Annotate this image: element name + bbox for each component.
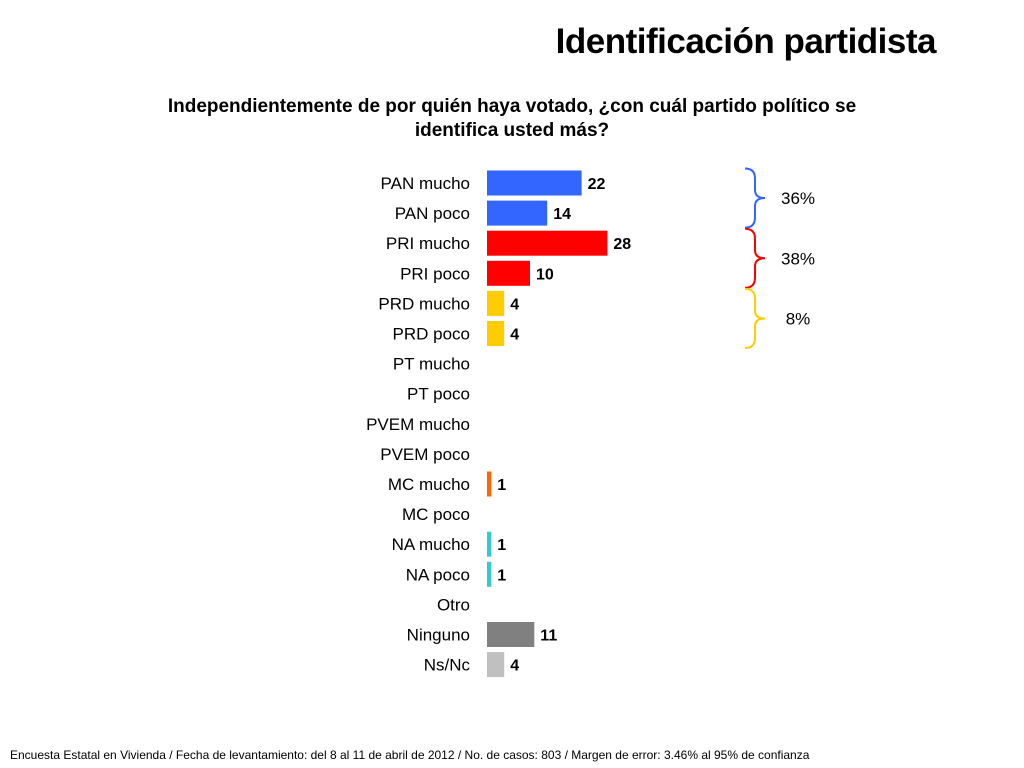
category-label: PAN poco xyxy=(395,204,470,223)
survey-question: Independientemente de por quién haya vot… xyxy=(167,96,857,141)
category-label: NA mucho xyxy=(392,535,470,554)
page-title: Identificación partidista xyxy=(555,22,937,61)
group-brace xyxy=(744,287,766,349)
value-label: 28 xyxy=(613,236,631,253)
bar xyxy=(487,471,492,497)
category-label: Ns/Nc xyxy=(424,656,471,675)
category-label: PRI mucho xyxy=(386,234,470,253)
footer-note: Encuesta Estatal en Vivienda / Fecha de … xyxy=(10,748,810,762)
bar xyxy=(487,561,492,587)
category-label: NA poco xyxy=(406,565,470,584)
bar xyxy=(487,230,608,256)
bar xyxy=(487,652,505,678)
group-total-label: 38% xyxy=(781,249,815,268)
category-label: PRD poco xyxy=(393,325,470,344)
value-label: 10 xyxy=(536,266,554,283)
category-label: PVEM mucho xyxy=(366,415,470,434)
value-label: 1 xyxy=(497,477,506,494)
group-total-label: 36% xyxy=(781,189,815,208)
category-label: PT poco xyxy=(407,385,470,404)
category-label: Ninguno xyxy=(407,626,470,645)
category-label: PVEM poco xyxy=(380,445,470,464)
category-label: Otro xyxy=(437,595,470,614)
value-label: 11 xyxy=(540,628,557,645)
bar xyxy=(487,260,530,286)
group-brace xyxy=(744,167,766,229)
group-brace xyxy=(744,227,766,289)
category-label: PAN mucho xyxy=(381,174,470,193)
value-label: 4 xyxy=(510,658,519,675)
value-label: 14 xyxy=(553,206,571,223)
bar xyxy=(487,622,535,647)
category-label: PT mucho xyxy=(393,355,470,374)
value-label: 4 xyxy=(510,296,519,313)
bar xyxy=(487,321,505,346)
bar xyxy=(487,531,492,557)
value-label: 1 xyxy=(497,537,506,554)
category-label: PRI poco xyxy=(400,264,470,283)
value-label: 22 xyxy=(588,176,606,193)
value-label: 4 xyxy=(510,327,519,344)
category-label: PRD mucho xyxy=(378,294,470,313)
category-label: MC mucho xyxy=(388,475,470,494)
bar xyxy=(487,200,548,226)
group-total-label: 8% xyxy=(786,309,811,328)
bar xyxy=(487,170,582,196)
bar xyxy=(487,290,505,316)
value-label: 1 xyxy=(497,567,506,584)
category-label: MC poco xyxy=(402,505,470,524)
